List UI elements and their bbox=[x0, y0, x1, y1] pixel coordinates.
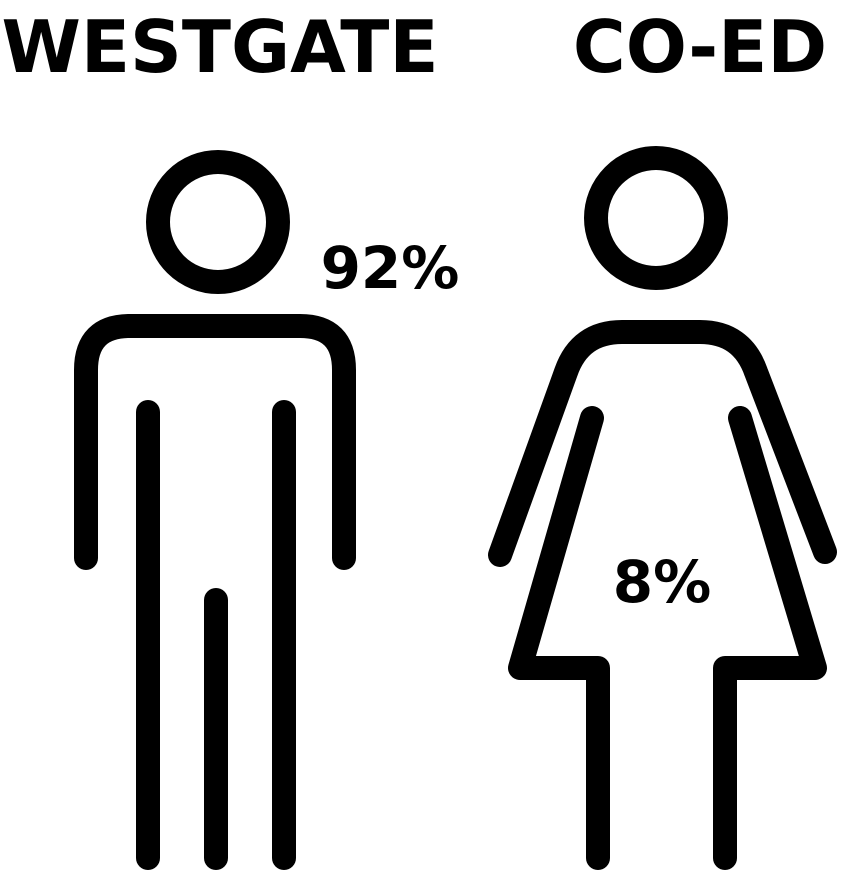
female-icon bbox=[488, 146, 837, 870]
female-dress-right bbox=[713, 406, 827, 870]
male-torso bbox=[74, 314, 356, 570]
female-head bbox=[584, 146, 728, 290]
right-heading: CO-ED bbox=[573, 5, 827, 89]
male-icon bbox=[74, 150, 356, 870]
male-head bbox=[146, 150, 290, 294]
male-percent: 92% bbox=[321, 234, 460, 302]
female-percent: 8% bbox=[613, 548, 711, 616]
left-heading: WESTGATE bbox=[1, 5, 438, 89]
female-dress-left bbox=[508, 406, 610, 870]
female-torso bbox=[488, 320, 837, 567]
